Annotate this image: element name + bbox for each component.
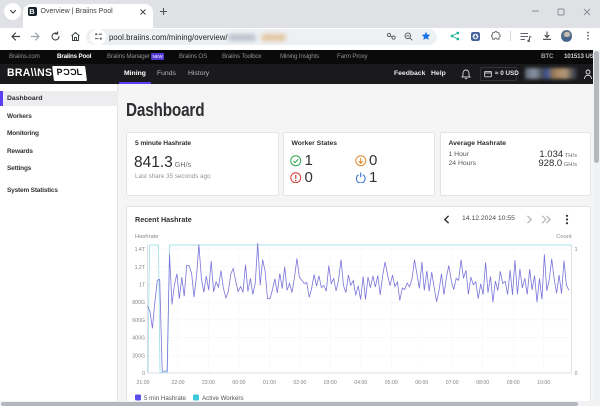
svg-text:23:00: 23:00 [202,380,215,386]
svg-text:02:00: 02:00 [293,380,306,386]
svg-text:21:00: 21:00 [137,380,150,386]
svg-text:10:00: 10:00 [537,380,550,386]
svg-text:Count: Count [556,234,572,240]
svg-text:1.4T: 1.4T [135,247,146,253]
svg-text:08:00: 08:00 [476,380,489,386]
svg-text:04:00: 04:00 [354,380,367,386]
svg-text:07:00: 07:00 [446,380,459,386]
svg-text:400G: 400G [132,336,145,342]
svg-text:1T: 1T [139,283,146,289]
svg-text:0: 0 [575,371,578,377]
svg-text:Active Workers: Active Workers [202,395,244,402]
svg-text:05:00: 05:00 [385,380,398,386]
svg-text:01:00: 01:00 [263,380,276,386]
svg-text:22:00: 22:00 [172,380,185,386]
svg-text:200G: 200G [132,353,145,359]
svg-text:03:00: 03:00 [324,380,337,386]
svg-text:00:00: 00:00 [232,380,245,386]
svg-text:1: 1 [575,247,578,253]
svg-text:09:00: 09:00 [507,380,520,386]
svg-text:600G: 600G [132,318,145,324]
svg-text:0: 0 [142,371,145,377]
svg-text:5 min Hashrate: 5 min Hashrate [144,395,187,402]
svg-text:800G: 800G [132,300,145,306]
svg-text:1.2T: 1.2T [135,265,146,271]
svg-text:Hashrate: Hashrate [135,234,159,240]
svg-text:06:00: 06:00 [415,380,428,386]
